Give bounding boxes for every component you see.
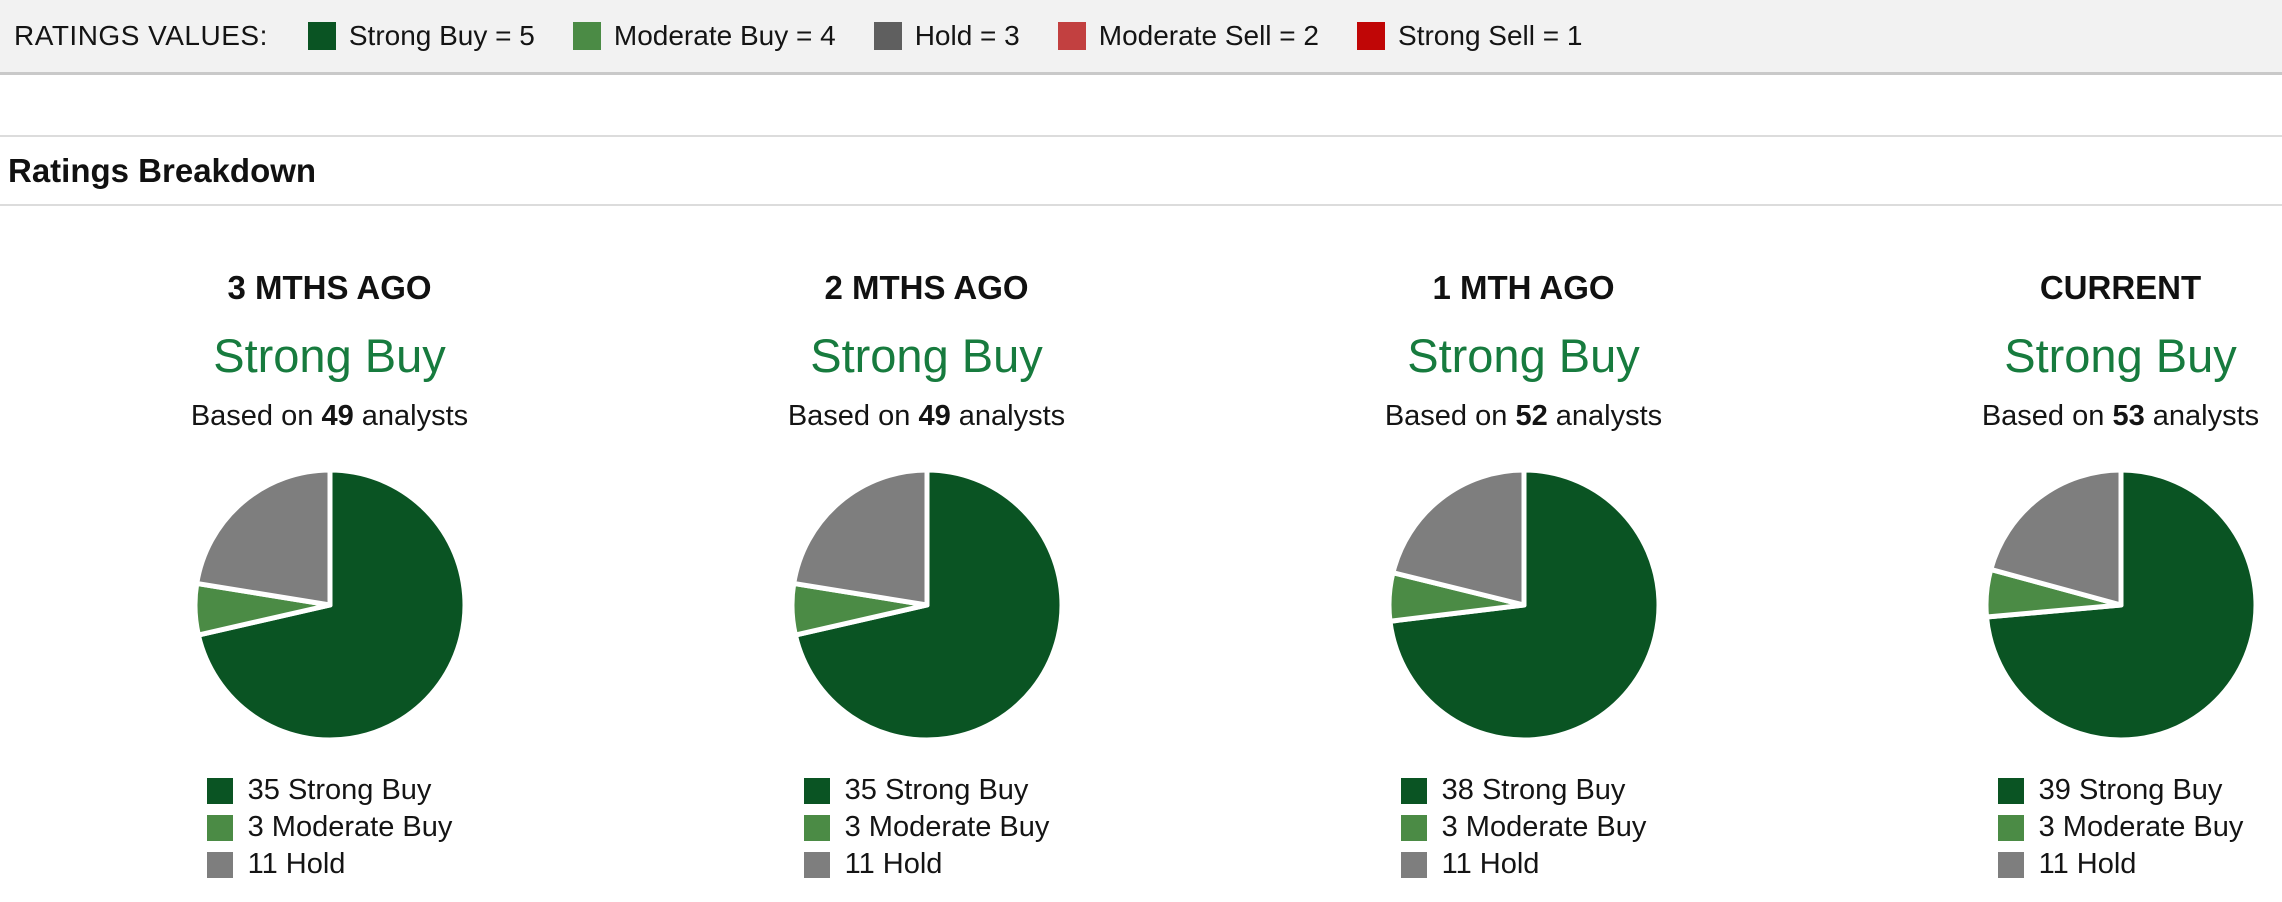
legend-swatch <box>1997 851 2024 878</box>
legend-item: 11 Hold <box>1400 846 1647 883</box>
rating-column: 1 MTH AGO Strong Buy Based on 52 analyst… <box>1225 270 1822 883</box>
analysts-suffix: analysts <box>950 400 1066 432</box>
legend-item: 11 Hold <box>803 846 1050 883</box>
analysts-suffix: analysts <box>1547 400 1663 432</box>
legend-swatch <box>206 851 233 878</box>
legend-swatch <box>206 777 233 804</box>
rating-value-label: Hold = 3 <box>914 20 1020 51</box>
legend-label: 39 Strong Buy <box>2038 774 2223 806</box>
ratings-values-bar: RATINGS VALUES: Strong Buy = 5 Moderate B… <box>0 0 2282 75</box>
legend-label: 11 Hold <box>2038 848 2137 880</box>
based-on-prefix: Based on <box>787 400 919 432</box>
legend-item: 38 Strong Buy <box>1400 772 1647 809</box>
pie-legend: 35 Strong Buy 3 Moderate Buy 11 Hold <box>803 772 1050 883</box>
section-title: Ratings Breakdown <box>8 152 317 189</box>
rating-value-label: Strong Sell = 1 <box>1398 20 1583 51</box>
analyst-count-text: Based on 52 analysts <box>1385 398 1662 434</box>
legend-item: 3 Moderate Buy <box>803 809 1050 846</box>
legend-item: 35 Strong Buy <box>206 772 453 809</box>
ratings-values-item: Strong Sell = 1 <box>1357 20 1582 52</box>
analyst-count: 49 <box>918 400 951 432</box>
legend-label: 38 Strong Buy <box>1441 774 1626 806</box>
period-title: 3 MTHS AGO <box>227 269 432 306</box>
legend-swatch <box>206 814 233 841</box>
spacer <box>0 75 2282 135</box>
period-title: 2 MTHS AGO <box>824 269 1029 306</box>
rating-value-label: Moderate Buy = 4 <box>613 20 836 51</box>
ratings-values-label: RATINGS VALUES: <box>14 20 268 51</box>
legend-item: 3 Moderate Buy <box>206 809 453 846</box>
legend-item: 11 Hold <box>206 846 453 883</box>
ratings-values-item: Hold = 3 <box>873 20 1020 52</box>
rating-column: CURRENT Strong Buy Based on 53 analysts … <box>1822 270 2282 883</box>
rating-color-swatch <box>873 22 902 50</box>
ratings-values-item: Strong Buy = 5 <box>307 20 535 52</box>
legend-swatch <box>803 851 830 878</box>
pie-legend: 35 Strong Buy 3 Moderate Buy 11 Hold <box>206 772 453 883</box>
period-title: 1 MTH AGO <box>1432 269 1615 306</box>
legend-label: 3 Moderate Buy <box>1441 811 1647 843</box>
legend-label: 35 Strong Buy <box>844 774 1029 806</box>
analyst-count-text: Based on 49 analysts <box>788 398 1065 434</box>
rating-value-label: Moderate Sell = 2 <box>1098 20 1320 51</box>
ratings-pie-chart <box>189 464 471 746</box>
rating-color-swatch <box>1057 22 1086 50</box>
consensus-rating: Strong Buy <box>1407 329 1640 382</box>
ratings-breakdown-columns: 3 MTHS AGO Strong Buy Based on 49 analys… <box>0 206 2282 883</box>
ratings-values-item: Moderate Sell = 2 <box>1057 20 1320 52</box>
analyst-count-text: Based on 53 analysts <box>1982 398 2259 434</box>
pie-slice <box>1987 467 2123 608</box>
legend-label: 11 Hold <box>247 848 346 880</box>
period-title: CURRENT <box>2039 269 2202 306</box>
legend-label: 3 Moderate Buy <box>2038 811 2244 843</box>
ratings-pie-chart <box>786 464 1068 746</box>
pie-slice <box>1389 467 1526 608</box>
rating-column: 2 MTHS AGO Strong Buy Based on 49 analys… <box>628 270 1225 883</box>
legend-swatch <box>1400 851 1427 878</box>
analysts-suffix: analysts <box>2144 400 2260 432</box>
based-on-prefix: Based on <box>1981 400 2113 432</box>
consensus-rating: Strong Buy <box>213 329 446 382</box>
legend-item: 3 Moderate Buy <box>1997 809 2244 846</box>
rating-column: 3 MTHS AGO Strong Buy Based on 49 analys… <box>31 270 628 883</box>
legend-swatch <box>1400 777 1427 804</box>
rating-color-swatch <box>307 22 336 50</box>
ratings-values-item: Moderate Buy = 4 <box>572 20 836 52</box>
consensus-rating: Strong Buy <box>810 329 1043 382</box>
analysts-suffix: analysts <box>353 400 469 432</box>
legend-swatch <box>1400 814 1427 841</box>
legend-swatch <box>1997 814 2024 841</box>
legend-label: 11 Hold <box>844 848 943 880</box>
legend-swatch <box>1997 777 2024 804</box>
based-on-prefix: Based on <box>1384 400 1516 432</box>
legend-label: 11 Hold <box>1441 848 1540 880</box>
analyst-count: 49 <box>321 400 354 432</box>
analyst-count: 52 <box>1515 400 1548 432</box>
analyst-count: 53 <box>2112 400 2145 432</box>
rating-value-label: Strong Buy = 5 <box>348 20 535 51</box>
legend-item: 39 Strong Buy <box>1997 772 2244 809</box>
pie-slice <box>193 467 332 608</box>
section-heading-row: Ratings Breakdown <box>0 135 2282 206</box>
legend-label: 35 Strong Buy <box>247 774 432 806</box>
legend-label: 3 Moderate Buy <box>844 811 1050 843</box>
rating-color-swatch <box>1357 22 1386 50</box>
pie-slice <box>790 467 929 608</box>
legend-swatch <box>803 814 830 841</box>
ratings-pie-chart <box>1383 464 1665 746</box>
pie-legend: 38 Strong Buy 3 Moderate Buy 11 Hold <box>1400 772 1647 883</box>
ratings-pie-chart <box>1980 464 2262 746</box>
rating-color-swatch <box>572 22 601 50</box>
analyst-count-text: Based on 49 analysts <box>191 398 468 434</box>
legend-swatch <box>803 777 830 804</box>
legend-label: 3 Moderate Buy <box>247 811 453 843</box>
legend-item: 11 Hold <box>1997 846 2244 883</box>
based-on-prefix: Based on <box>190 400 322 432</box>
consensus-rating: Strong Buy <box>2004 329 2237 382</box>
pie-legend: 39 Strong Buy 3 Moderate Buy 11 Hold <box>1997 772 2244 883</box>
ratings-values-legend: Strong Buy = 5 Moderate Buy = 4 Hold = 3 Mo… <box>307 20 1582 52</box>
legend-item: 3 Moderate Buy <box>1400 809 1647 846</box>
legend-item: 35 Strong Buy <box>803 772 1050 809</box>
